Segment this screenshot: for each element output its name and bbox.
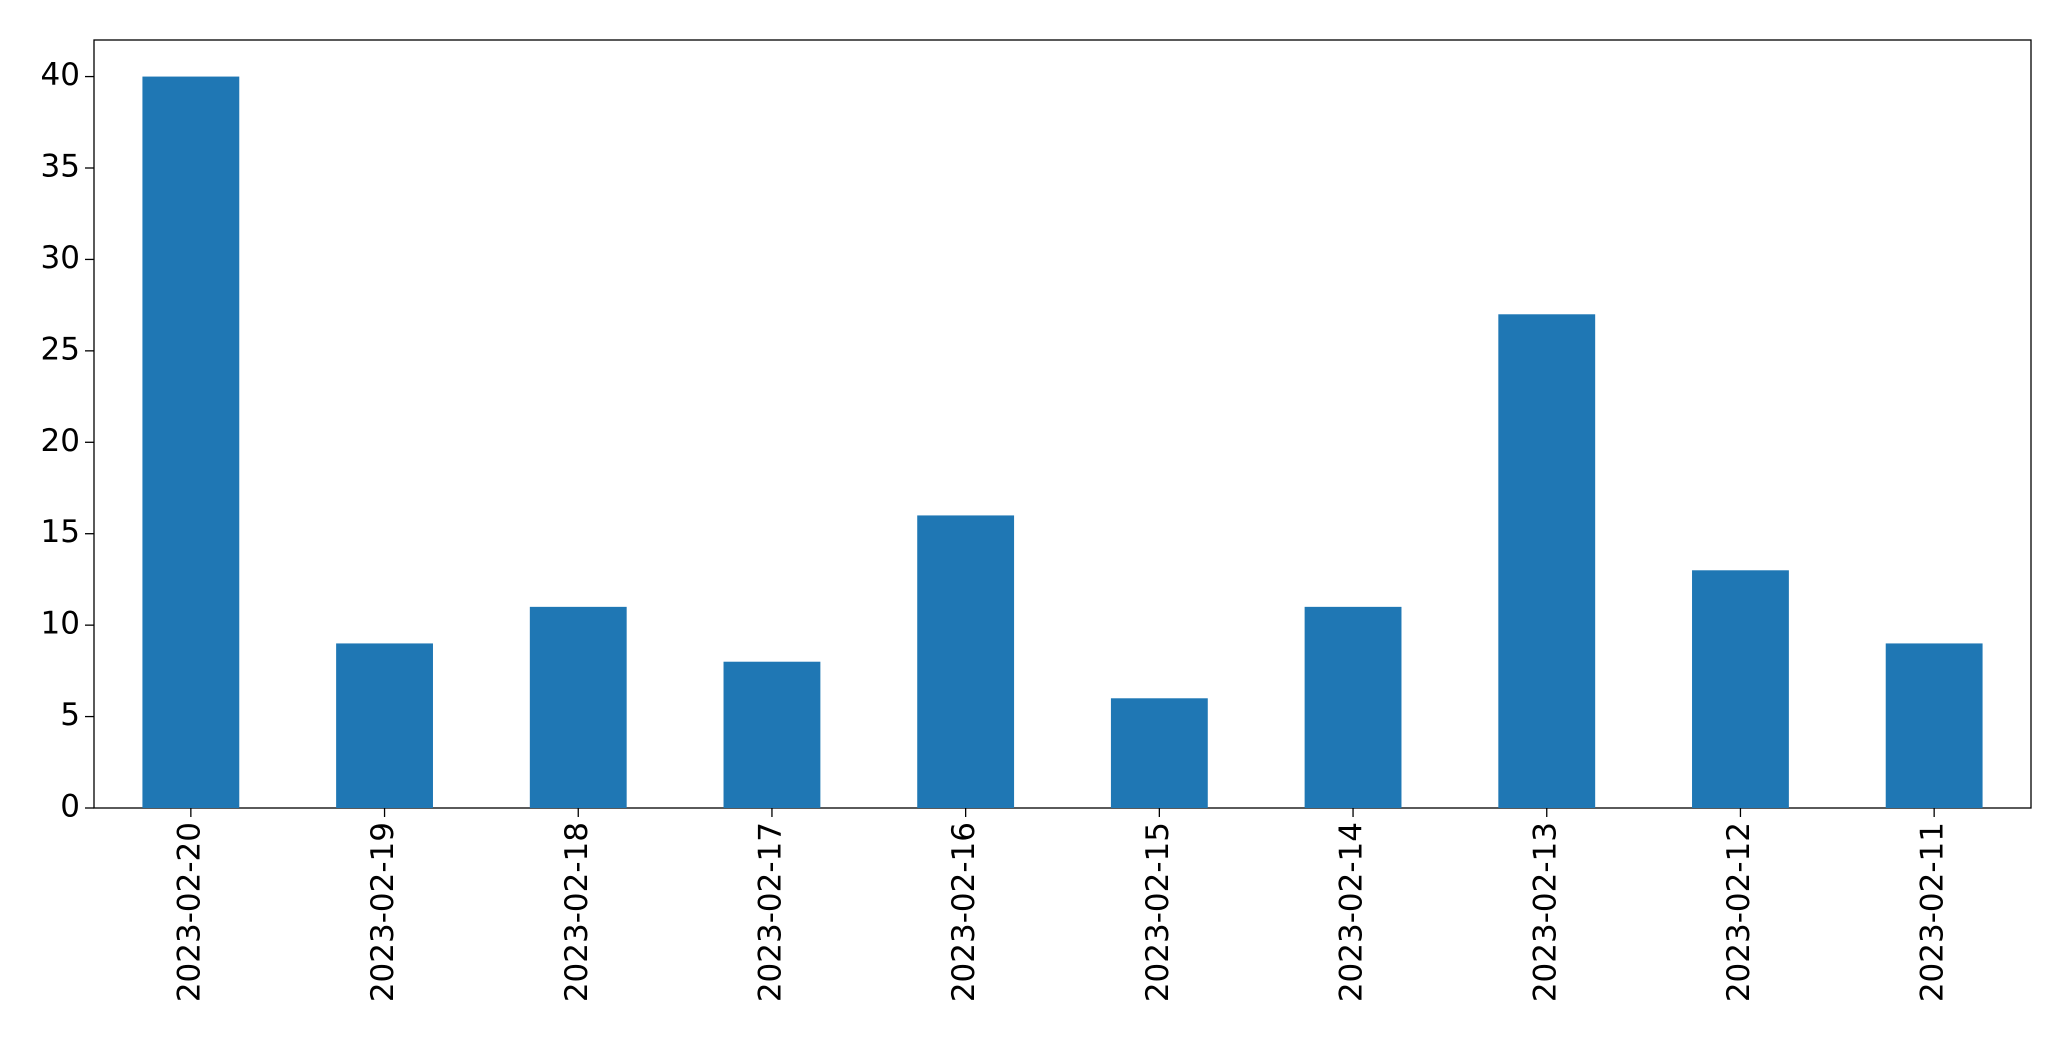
- y-tick-label: 40: [41, 57, 80, 93]
- bar: [917, 515, 1015, 808]
- bar: [1498, 314, 1596, 808]
- y-tick-label: 35: [41, 149, 80, 185]
- bar: [336, 643, 433, 808]
- bar: [1885, 643, 1983, 808]
- y-tick-label: 0: [60, 789, 80, 825]
- x-tick-label: 2023-02-18: [559, 822, 595, 1002]
- x-tick-label: 2023-02-19: [365, 822, 401, 1002]
- x-tick-label: 2023-02-20: [171, 822, 207, 1002]
- y-tick-label: 20: [41, 423, 80, 459]
- bar: [1304, 606, 1402, 808]
- bar: [529, 606, 627, 808]
- bar: [1692, 570, 1789, 808]
- x-tick-label: 2023-02-17: [752, 822, 788, 1002]
- x-tick-label: 2023-02-14: [1334, 822, 1370, 1002]
- bar: [723, 661, 821, 808]
- x-tick-label: 2023-02-16: [946, 822, 982, 1002]
- plot-frame: [93, 39, 2032, 809]
- y-tick-label: 5: [60, 697, 80, 733]
- y-tick-label: 10: [41, 606, 80, 642]
- y-tick-label: 30: [41, 240, 80, 276]
- x-tick-label: 2023-02-11: [1915, 822, 1951, 1002]
- x-tick-label: 2023-02-12: [1721, 822, 1757, 1002]
- bar: [142, 76, 240, 809]
- y-tick-label: 25: [41, 331, 80, 367]
- x-tick-label: 2023-02-15: [1140, 822, 1176, 1002]
- bar: [1110, 698, 1208, 808]
- y-tick-label: 15: [41, 514, 80, 550]
- x-tick-label: 2023-02-13: [1527, 822, 1563, 1002]
